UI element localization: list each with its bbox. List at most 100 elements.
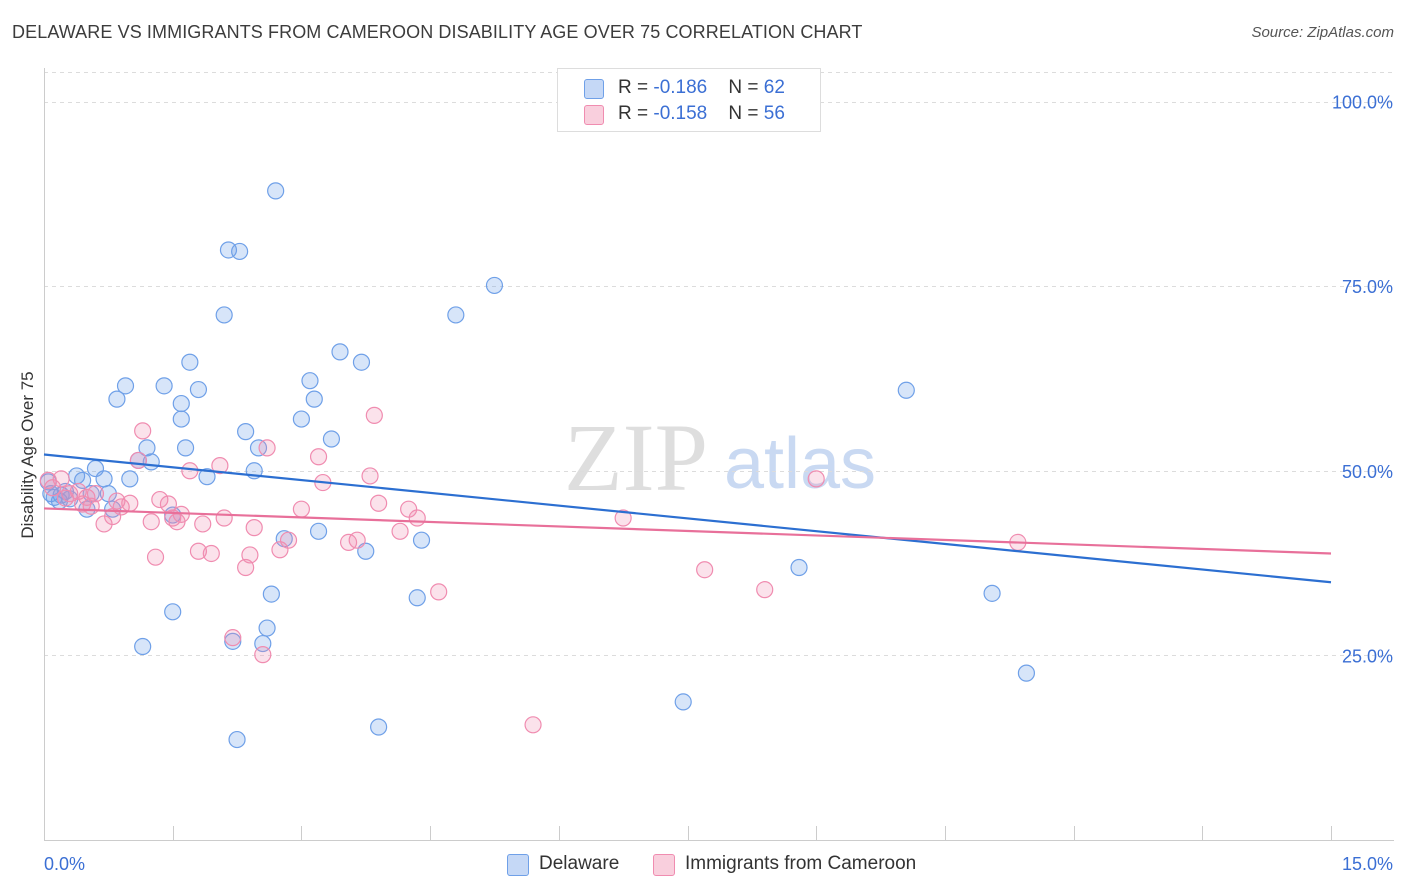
data-point [352,353,371,371]
data-point [361,467,379,485]
data-point [198,468,216,486]
data-point [95,470,113,488]
data-point [897,381,915,399]
data-point [241,546,259,564]
bottom-legend-label-delaware: Delaware [539,853,620,874]
series-delaware-points [39,182,1036,749]
data-point [224,632,242,650]
data-point [189,542,208,560]
legend-swatch-cameroon [584,105,604,125]
data-point [807,470,825,488]
data-point [142,513,160,531]
x-tick-label-min: 0.0% [44,854,85,874]
watermark-atlas: atlas [724,424,876,504]
data-point [305,390,323,408]
data-point [224,629,242,647]
data-point [301,372,319,390]
data-point [674,693,692,711]
data-point [78,488,96,506]
data-point [430,583,448,601]
data-point [104,507,122,526]
data-point [309,448,328,466]
data-point [134,422,152,440]
y-tick-labels: 25.0% 50.0% 75.0% 100.0% [1332,93,1393,667]
y-tick-label: 100.0% [1332,93,1393,113]
data-point [194,515,212,533]
data-point [155,377,173,395]
data-point [485,276,504,295]
data-point [370,494,388,512]
data-point [292,500,310,518]
legend-r-value: -0.158 [653,103,708,124]
data-point [181,353,199,371]
data-point [412,531,431,549]
data-point [202,544,220,563]
data-point [254,646,272,664]
y-axis-title: Disability Age Over 75 [18,371,37,539]
x-tick-label-max: 15.0% [1342,854,1393,874]
data-point [129,451,147,470]
y-tick-label: 25.0% [1342,646,1393,666]
data-point [215,509,233,527]
legend-n-label: N = [728,103,764,124]
data-point [172,394,190,413]
x-ticks [173,826,1332,840]
data-point [790,558,808,577]
data-point [756,581,774,599]
legend-n-value: 62 [763,77,785,98]
data-point [52,470,70,488]
data-point [365,406,383,424]
data-point [138,439,156,457]
legend-r-value: -0.186 [653,77,708,98]
data-point [86,485,105,503]
data-point [74,471,92,489]
data-point [176,439,195,457]
y-tick-label: 75.0% [1342,277,1393,297]
y-tick-label: 50.0% [1342,462,1393,482]
data-point [447,306,465,324]
data-point [43,479,62,497]
data-point [116,377,135,395]
data-point [181,462,199,480]
data-point [258,439,276,457]
data-point [146,548,165,566]
data-point [121,494,139,512]
data-point [524,716,542,734]
trend-line-delaware [43,453,1332,584]
data-point [228,730,246,749]
data-point [322,430,341,448]
data-point [121,470,139,488]
chart-source: Source: ZipAtlas.com [1251,24,1394,41]
data-point [267,182,285,200]
data-point [370,718,388,736]
bottom-legend-swatch-delaware [507,854,529,876]
trend-line-cameroon [43,507,1332,555]
data-point [237,423,255,441]
data-point [1017,664,1036,682]
data-point [408,509,426,527]
data-point [331,343,349,361]
data-point [391,522,409,540]
legend-r-label: R = [618,77,654,98]
data-point [279,531,298,549]
data-point [134,637,152,656]
data-point [348,531,366,549]
legend-r-label: R = [618,103,654,124]
legend-swatch-delaware [584,79,604,99]
data-points [39,182,1036,749]
data-point [231,242,249,261]
bottom-legend-swatch-cameroon [653,854,675,876]
data-point [309,522,328,540]
trend-lines [43,453,1332,584]
data-point [292,410,310,428]
watermark-zip: ZIP [564,404,708,511]
data-point [245,519,263,537]
data-point [983,584,1001,602]
data-point [271,541,289,559]
series-cameroon-points [39,406,1027,734]
data-point [696,561,714,579]
watermark: ZIP atlas [564,404,876,511]
bottom-legend-label-cameroon: Immigrants from Cameroon [685,853,917,874]
data-point [262,585,280,603]
